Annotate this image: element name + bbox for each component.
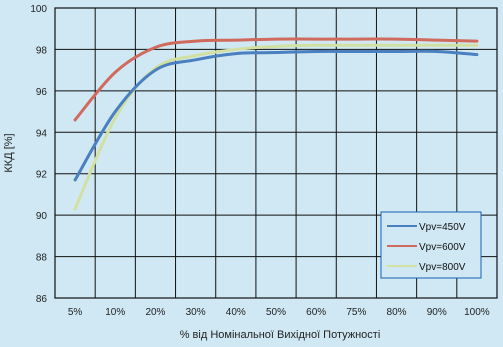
x-tick-label: 100% [464, 307, 490, 318]
x-tick-label: 60% [306, 307, 326, 318]
y-tick-label: 98 [36, 45, 48, 56]
x-tick-label: 80% [387, 307, 407, 318]
x-tick-label: 20% [145, 307, 165, 318]
y-tick-label: 86 [36, 294, 48, 305]
legend-label: Vpv=450V [419, 222, 466, 233]
x-tick-label: 50% [266, 307, 286, 318]
x-tick-label: 75% [346, 307, 366, 318]
series-line-vpv-600v [73, 37, 479, 122]
x-tick-label: 30% [186, 307, 206, 318]
y-tick-label: 96 [36, 87, 48, 98]
y-axis-label: ККД [%] [3, 133, 15, 172]
x-axis-ticks: 5% 10% 20% 30% 40% 50% 60% 75% 80% 90% 100% [68, 307, 490, 318]
x-axis-label: % від Номінальної Вихідної Потужності [180, 329, 381, 341]
series-line-vpv-450v [73, 49, 479, 182]
y-tick-label: 94 [36, 128, 48, 139]
legend-label: Vpv=600V [419, 242, 466, 253]
y-tick-label: 100 [30, 4, 47, 15]
legend: Vpv=450V Vpv=600V Vpv=800V [380, 211, 482, 279]
y-axis-ticks: 86 88 90 92 94 96 98 100 [30, 4, 47, 305]
y-tick-label: 88 [36, 253, 48, 264]
series-lines [73, 37, 479, 211]
x-tick-label: 90% [427, 307, 447, 318]
x-tick-label: 5% [68, 307, 83, 318]
legend-label: Vpv=800V [419, 262, 466, 273]
y-tick-label: 90 [36, 211, 48, 222]
y-tick-label: 92 [36, 170, 48, 181]
x-tick-label: 40% [226, 307, 246, 318]
x-tick-label: 10% [105, 307, 125, 318]
